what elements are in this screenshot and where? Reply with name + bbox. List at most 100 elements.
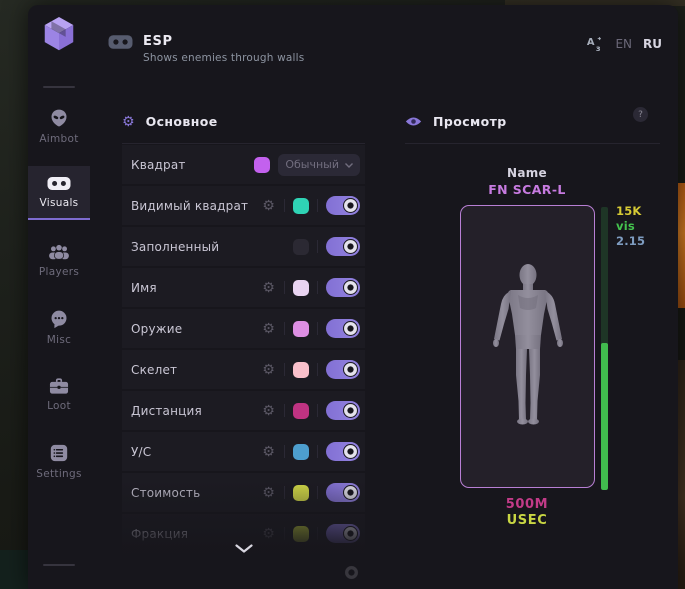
sidebar-item-label: Aimbot bbox=[39, 132, 79, 145]
sidebar-item-settings[interactable]: Settings bbox=[28, 434, 90, 488]
gear-icon: ⚙ bbox=[122, 113, 135, 130]
setting-row-5: Скелет ⚙ bbox=[122, 350, 365, 389]
setting-controls: ⚙ bbox=[261, 483, 360, 502]
control-divider bbox=[317, 527, 318, 540]
control-divider bbox=[317, 281, 318, 294]
distance-label: 2.15 bbox=[616, 234, 646, 248]
translate-icon: A з bbox=[586, 35, 604, 53]
setting-row-8: Стоимость ⚙ bbox=[122, 473, 365, 512]
toggle-switch[interactable] bbox=[326, 196, 360, 215]
setting-row-7: У/С ⚙ bbox=[122, 432, 365, 471]
language-option-ru[interactable]: RU bbox=[643, 37, 662, 51]
chat-icon bbox=[49, 309, 69, 329]
color-swatch[interactable] bbox=[293, 361, 309, 378]
preview-faction-label: USEC bbox=[506, 513, 548, 528]
health-bar bbox=[601, 207, 608, 490]
preview-title: Просмотр bbox=[433, 114, 507, 129]
control-divider bbox=[284, 363, 285, 376]
sidebar-item-label: Settings bbox=[36, 467, 82, 480]
header-titles: ESP Shows enemies through walls bbox=[143, 34, 304, 64]
setting-label: Видимый квадрат bbox=[131, 198, 249, 213]
help-badge[interactable]: ? bbox=[633, 107, 648, 122]
setting-row-6: Дистанция ⚙ bbox=[122, 391, 365, 430]
esp-settings-panel: ⚙ Основное Квадрат Обычный Видимый квадрат… bbox=[122, 100, 365, 589]
control-divider bbox=[284, 404, 285, 417]
sidebar-item-visuals[interactable]: Visuals bbox=[28, 166, 90, 220]
list-icon bbox=[49, 443, 69, 463]
scroll-down-chevron-icon[interactable] bbox=[122, 544, 365, 553]
setting-controls: ⚙ bbox=[261, 196, 360, 215]
color-swatch[interactable] bbox=[293, 525, 309, 542]
goggles-icon bbox=[47, 175, 71, 192]
sidebar-nav: Aimbot Visuals Players Misc Loot Settings bbox=[28, 99, 90, 488]
setting-controls bbox=[293, 237, 360, 256]
toggle-switch[interactable] bbox=[326, 237, 360, 256]
esp-goggles-icon bbox=[108, 33, 133, 55]
toggle-switch[interactable] bbox=[326, 360, 360, 379]
toggle-switch[interactable] bbox=[326, 442, 360, 461]
setting-label: Квадрат bbox=[131, 157, 186, 172]
gear-icon[interactable]: ⚙ bbox=[262, 197, 275, 214]
control-divider bbox=[317, 322, 318, 335]
color-swatch[interactable] bbox=[293, 197, 309, 214]
gear-icon[interactable]: ⚙ bbox=[262, 320, 275, 337]
sidebar-item-aimbot[interactable]: Aimbot bbox=[28, 99, 90, 153]
preview-panel: Просмотр ? Name FN SCAR-L bbox=[405, 100, 660, 589]
control-divider bbox=[284, 486, 285, 499]
sidebar-divider-bottom bbox=[43, 564, 75, 566]
gear-icon[interactable]: ⚙ bbox=[262, 279, 275, 296]
control-divider bbox=[317, 363, 318, 376]
control-divider bbox=[317, 445, 318, 458]
svg-text:A: A bbox=[587, 37, 595, 48]
gear-icon[interactable]: ⚙ bbox=[262, 361, 275, 378]
setting-controls: ⚙ bbox=[261, 401, 360, 420]
section-title: Основное bbox=[145, 114, 218, 129]
briefcase-icon bbox=[48, 376, 70, 395]
color-swatch[interactable] bbox=[293, 238, 309, 255]
page-subtitle: Shows enemies through walls bbox=[143, 52, 305, 64]
color-swatch[interactable] bbox=[293, 320, 309, 337]
control-divider bbox=[317, 240, 318, 253]
color-swatch[interactable] bbox=[293, 279, 309, 296]
control-divider bbox=[284, 199, 285, 212]
gear-icon[interactable]: ⚙ bbox=[262, 525, 275, 542]
setting-label: У/С bbox=[131, 444, 152, 459]
toggle-switch[interactable] bbox=[326, 524, 360, 543]
game-background-orange-light bbox=[677, 183, 685, 308]
preview-money-label: 500M bbox=[505, 497, 549, 512]
style-dropdown[interactable]: Обычный bbox=[278, 153, 360, 176]
preview-name-label: Name bbox=[507, 166, 547, 180]
sidebar-item-misc[interactable]: Misc bbox=[28, 300, 90, 354]
toggle-switch[interactable] bbox=[326, 319, 360, 338]
sidebar-item-loot[interactable]: Loot bbox=[28, 367, 90, 421]
color-swatch[interactable] bbox=[293, 484, 309, 501]
gear-icon[interactable]: ⚙ bbox=[262, 443, 275, 460]
alien-icon bbox=[49, 108, 69, 128]
game-background-teal bbox=[0, 550, 28, 589]
price-label: 15K bbox=[616, 204, 642, 218]
users-icon bbox=[48, 243, 70, 261]
toggle-switch[interactable] bbox=[326, 278, 360, 297]
toggle-switch[interactable] bbox=[326, 483, 360, 502]
sidebar-item-label: Loot bbox=[47, 400, 71, 412]
control-divider bbox=[284, 445, 285, 458]
color-swatch[interactable] bbox=[254, 156, 271, 173]
gear-icon[interactable]: ⚙ bbox=[262, 402, 275, 419]
control-divider bbox=[317, 404, 318, 417]
health-bar-fill bbox=[601, 342, 608, 490]
mannequin-figure bbox=[492, 263, 563, 424]
sidebar-item-label: Visuals bbox=[39, 197, 79, 209]
setting-label: Стоимость bbox=[131, 485, 201, 500]
setting-label: Заполненный bbox=[131, 239, 220, 254]
color-swatch[interactable] bbox=[293, 402, 309, 419]
preview-stat-labels: 15K vis 2.15 bbox=[616, 204, 645, 249]
language-option-en[interactable]: EN bbox=[615, 37, 633, 51]
setting-controls: ⚙ bbox=[261, 360, 360, 379]
color-swatch[interactable] bbox=[293, 443, 309, 460]
toggle-switch[interactable] bbox=[326, 401, 360, 420]
setting-label: Дистанция bbox=[131, 403, 202, 418]
gear-icon[interactable]: ⚙ bbox=[262, 484, 275, 501]
setting-row-1: Видимый квадрат ⚙ bbox=[122, 186, 365, 225]
sidebar-item-players[interactable]: Players bbox=[28, 233, 90, 287]
game-background-brown bbox=[677, 360, 685, 589]
